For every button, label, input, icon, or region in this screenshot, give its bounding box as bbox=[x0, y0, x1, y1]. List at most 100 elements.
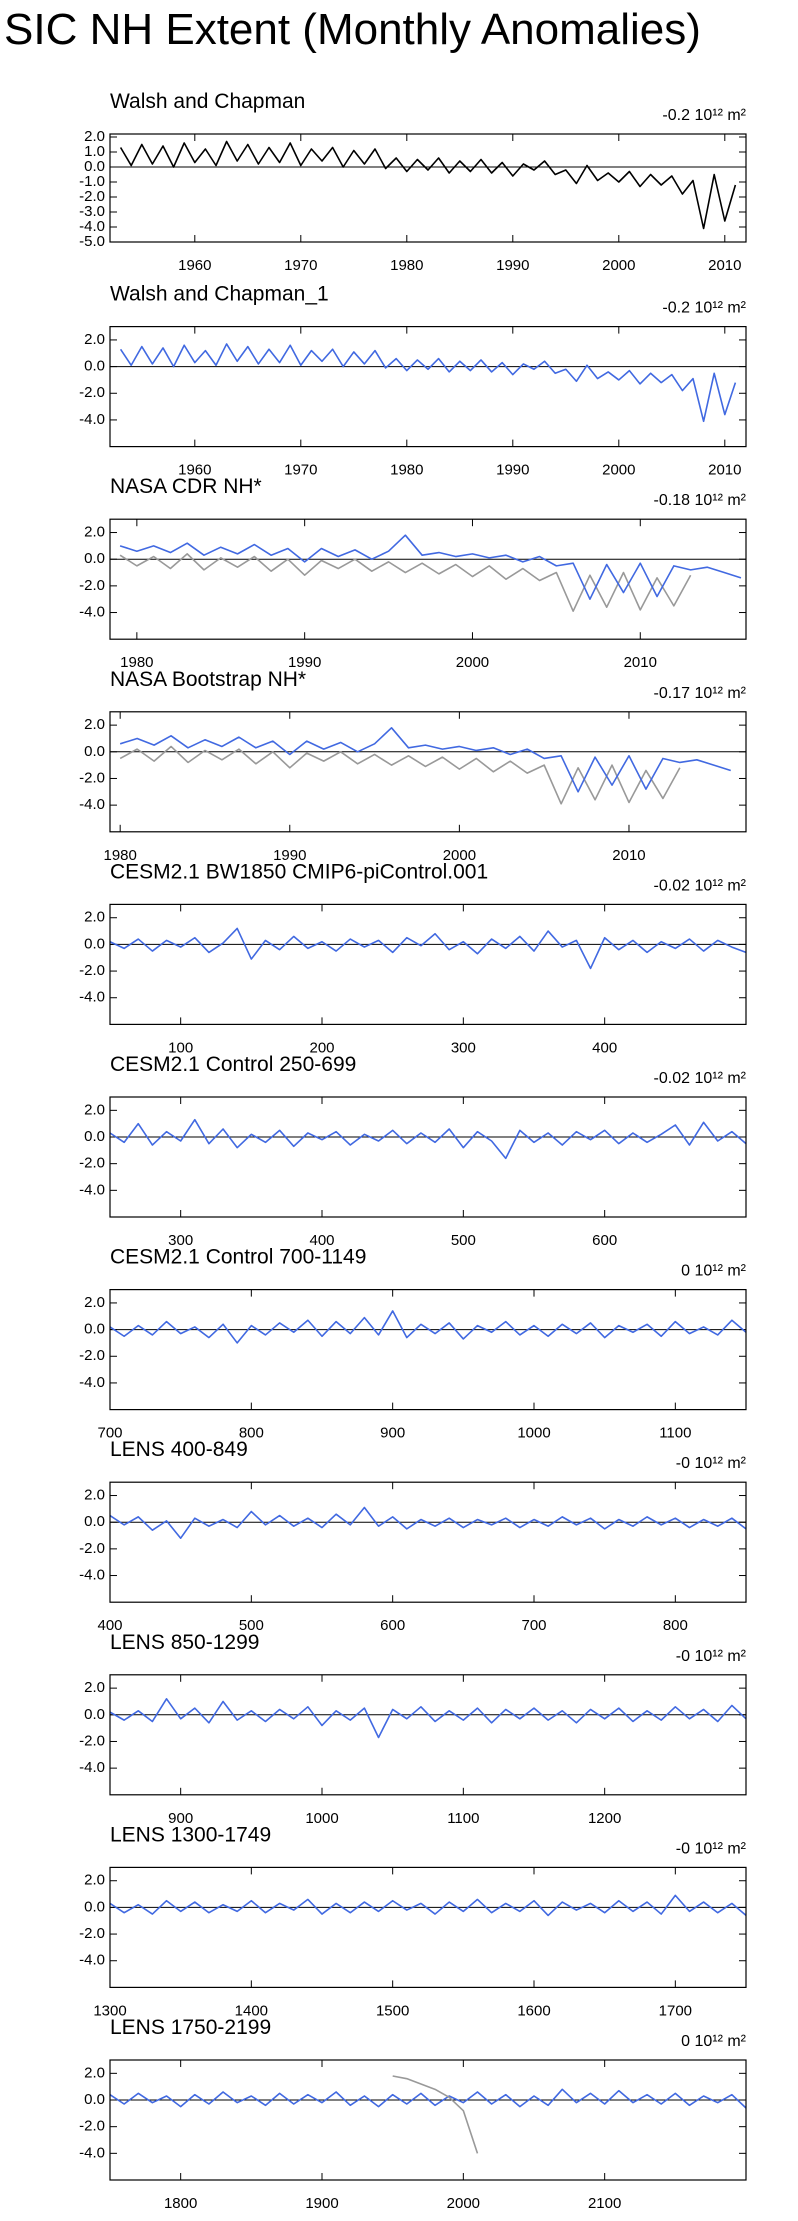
x-tick-label: 2000 bbox=[456, 654, 489, 671]
unit-annotation: 0 10¹² m² bbox=[681, 1263, 747, 1280]
unit-annotation: -0.02 10¹² m² bbox=[654, 1070, 747, 1087]
y-tick-label: 0.0 bbox=[84, 1128, 105, 1145]
plot-frame bbox=[109, 1674, 747, 1796]
y-tick-label: 0.0 bbox=[84, 1706, 105, 1723]
x-tick-label: 600 bbox=[380, 1617, 405, 1634]
x-tick-label: 800 bbox=[239, 1425, 264, 1442]
x-tick-label: 2000 bbox=[602, 257, 635, 274]
panel-title: NASA Bootstrap NH* bbox=[110, 668, 306, 691]
y-tick-label: 2.0 bbox=[84, 1101, 105, 1118]
panel-title: CESM2.1 Control 700-1149 bbox=[110, 1246, 366, 1269]
y-tick-label: -4.0 bbox=[79, 604, 105, 621]
x-tick-label: 1600 bbox=[517, 2002, 550, 2019]
figure-title: SIC NH Extent (Monthly Anomalies) bbox=[4, 5, 701, 54]
x-tick-label: 400 bbox=[309, 1232, 334, 1249]
x-tick-label: 1100 bbox=[447, 1810, 479, 1827]
x-tick-label: 600 bbox=[592, 1232, 617, 1249]
x-tick-label: 1990 bbox=[288, 654, 321, 671]
x-tick-label: 1960 bbox=[178, 257, 211, 274]
panel-title: LENS 1750-2199 bbox=[110, 2016, 271, 2039]
unit-annotation: -0 10¹² m² bbox=[676, 1840, 747, 1857]
plot-frame bbox=[109, 1288, 747, 1411]
x-tick-label: 300 bbox=[168, 1232, 193, 1249]
y-tick-label: 2.0 bbox=[84, 331, 105, 348]
y-tick-label: 1.0 bbox=[84, 143, 105, 160]
y-tick-label: 2.0 bbox=[84, 2064, 105, 2081]
panel-title: CESM2.1 Control 250-699 bbox=[110, 1053, 356, 1076]
y-tick-label: 0.0 bbox=[84, 1321, 105, 1338]
panel: Walsh and Chapman -0.2 10¹² m² 2.01.00.0-1… bbox=[79, 90, 747, 274]
series-line bbox=[109, 1698, 747, 1739]
series-line bbox=[392, 2075, 479, 2154]
x-tick-label: 700 bbox=[97, 1425, 122, 1442]
y-tick-label: -4.0 bbox=[79, 1181, 105, 1198]
series-line bbox=[109, 927, 747, 970]
x-tick-label: 1980 bbox=[390, 462, 423, 479]
series-line bbox=[119, 140, 737, 230]
panel-title: LENS 850-1299 bbox=[110, 1631, 259, 1654]
y-tick-label: -4.0 bbox=[79, 989, 105, 1006]
panel-title: CESM2.1 BW1850 CMIP6-piControl.001 bbox=[110, 860, 488, 883]
x-tick-label: 200 bbox=[309, 1039, 334, 1056]
unit-annotation: -0.18 10¹² m² bbox=[654, 492, 747, 509]
plot-frame bbox=[109, 903, 747, 1026]
panel: LENS 400-849 -0 10¹² m² 2.0 0.0 -2.0 -4.0 400 5… bbox=[79, 1438, 747, 1634]
series-line bbox=[119, 343, 737, 423]
panel: LENS 850-1299 -0 10¹² m² 2.0 0.0 -2.0 -4.0 900… bbox=[79, 1631, 747, 1827]
y-tick-label: 2.0 bbox=[84, 128, 105, 145]
series-line bbox=[119, 553, 692, 612]
plot-frame bbox=[109, 1866, 747, 1989]
y-tick-label: -2.0 bbox=[79, 577, 105, 594]
y-tick-label: 0.0 bbox=[84, 743, 105, 760]
x-tick-label: 500 bbox=[239, 1617, 264, 1634]
x-tick-label: 1990 bbox=[496, 257, 529, 274]
x-tick-label: 400 bbox=[97, 1617, 122, 1634]
y-tick-label: -2.0 bbox=[79, 769, 105, 786]
y-tick-label: -2.0 bbox=[79, 384, 105, 401]
x-tick-label: 2010 bbox=[612, 847, 645, 864]
series-line bbox=[119, 745, 681, 805]
y-tick-label: -2.0 bbox=[79, 1925, 105, 1942]
panel: NASA Bootstrap NH* -0.17 10¹² m² 2.0 0.0 -2.… bbox=[79, 668, 747, 864]
series-line bbox=[109, 1506, 747, 1539]
unit-annotation: -0 10¹² m² bbox=[676, 1648, 747, 1665]
unit-annotation: -0 10¹² m² bbox=[676, 1455, 747, 1472]
y-tick-label: -2.0 bbox=[79, 1540, 105, 1557]
unit-annotation: -0.02 10¹² m² bbox=[654, 877, 747, 894]
x-tick-label: 300 bbox=[451, 1039, 476, 1056]
y-tick-label: 0.0 bbox=[84, 1513, 105, 1530]
x-tick-label: 1970 bbox=[284, 257, 317, 274]
y-tick-label: 0.0 bbox=[84, 1898, 105, 1915]
x-tick-label: 1800 bbox=[164, 2195, 197, 2212]
y-tick-label: 2.0 bbox=[84, 1294, 105, 1311]
x-tick-label: 2010 bbox=[708, 257, 741, 274]
y-tick-label: -4.0 bbox=[79, 1952, 105, 1969]
panel: NASA CDR NH* -0.18 10¹² m² 2.0 0.0 -2.0 -4.0 1… bbox=[79, 475, 747, 671]
y-tick-label: -2.0 bbox=[79, 188, 105, 205]
y-tick-label: 2.0 bbox=[84, 1487, 105, 1504]
panel: CESM2.1 Control 700-1149 0 10¹² m² 2.0 0.0 -… bbox=[79, 1246, 747, 1442]
x-tick-label: 1990 bbox=[496, 462, 529, 479]
y-tick-label: -3.0 bbox=[79, 203, 105, 220]
y-tick-label: -2.0 bbox=[79, 1155, 105, 1172]
x-tick-label: 2010 bbox=[624, 654, 657, 671]
panel-title: NASA CDR NH* bbox=[110, 475, 262, 498]
y-tick-label: -1.0 bbox=[79, 173, 105, 190]
x-tick-label: 1400 bbox=[235, 2002, 268, 2019]
panel: CESM2.1 Control 250-699 -0.02 10¹² m² 2.0 0… bbox=[79, 1053, 747, 1249]
x-tick-label: 1980 bbox=[103, 847, 136, 864]
y-tick-label: -5.0 bbox=[79, 233, 105, 250]
panel: CESM2.1 BW1850 CMIP6-piControl.001 -0.02 … bbox=[79, 860, 747, 1056]
plot-frame bbox=[109, 711, 747, 833]
x-tick-label: 2010 bbox=[708, 462, 741, 479]
x-tick-label: 2000 bbox=[447, 2195, 480, 2212]
unit-annotation: -0.2 10¹² m² bbox=[662, 300, 746, 317]
y-tick-label: -4.0 bbox=[79, 411, 105, 428]
panel-title: LENS 1300-1749 bbox=[110, 1823, 271, 1846]
y-tick-label: -2.0 bbox=[79, 962, 105, 979]
x-tick-label: 1300 bbox=[93, 2002, 126, 2019]
x-tick-label: 800 bbox=[663, 1617, 688, 1634]
unit-annotation: -0.17 10¹² m² bbox=[654, 685, 747, 702]
x-tick-label: 400 bbox=[592, 1039, 617, 1056]
